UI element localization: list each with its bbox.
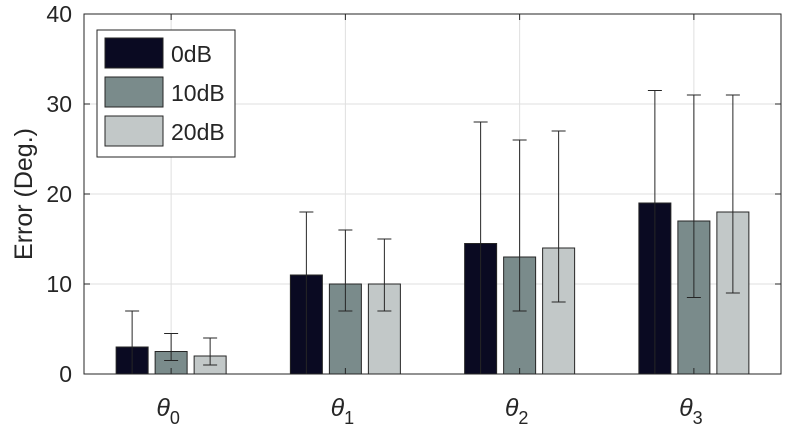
legend-swatch (104, 37, 164, 69)
error-bars (125, 90, 740, 375)
axes: 0 10 20 30 40 θ0 θ1 θ2 θ3 (46, 1, 782, 428)
legend: 0dB 10dB 20dB (96, 29, 236, 158)
y-tick-label: 0 (59, 361, 72, 387)
legend-label: 10dB (171, 80, 225, 106)
y-tick-label: 10 (46, 271, 72, 297)
x-tick-label: θ0 (156, 394, 180, 428)
y-tick-label: 20 (46, 181, 72, 207)
x-tick-label: θ1 (331, 394, 355, 428)
x-tick-label: θ3 (679, 394, 703, 428)
y-tick-label: 30 (46, 91, 72, 117)
legend-swatch (104, 115, 164, 147)
y-axis-label: Error (Deg.) (10, 128, 38, 260)
plot-box (83, 13, 782, 375)
y-tick-label: 40 (46, 1, 72, 27)
bars (115, 202, 750, 375)
legend-swatch (104, 76, 164, 108)
legend-label: 0dB (171, 41, 212, 67)
legend-label: 20dB (171, 119, 225, 145)
x-tick-label: θ2 (505, 394, 529, 428)
